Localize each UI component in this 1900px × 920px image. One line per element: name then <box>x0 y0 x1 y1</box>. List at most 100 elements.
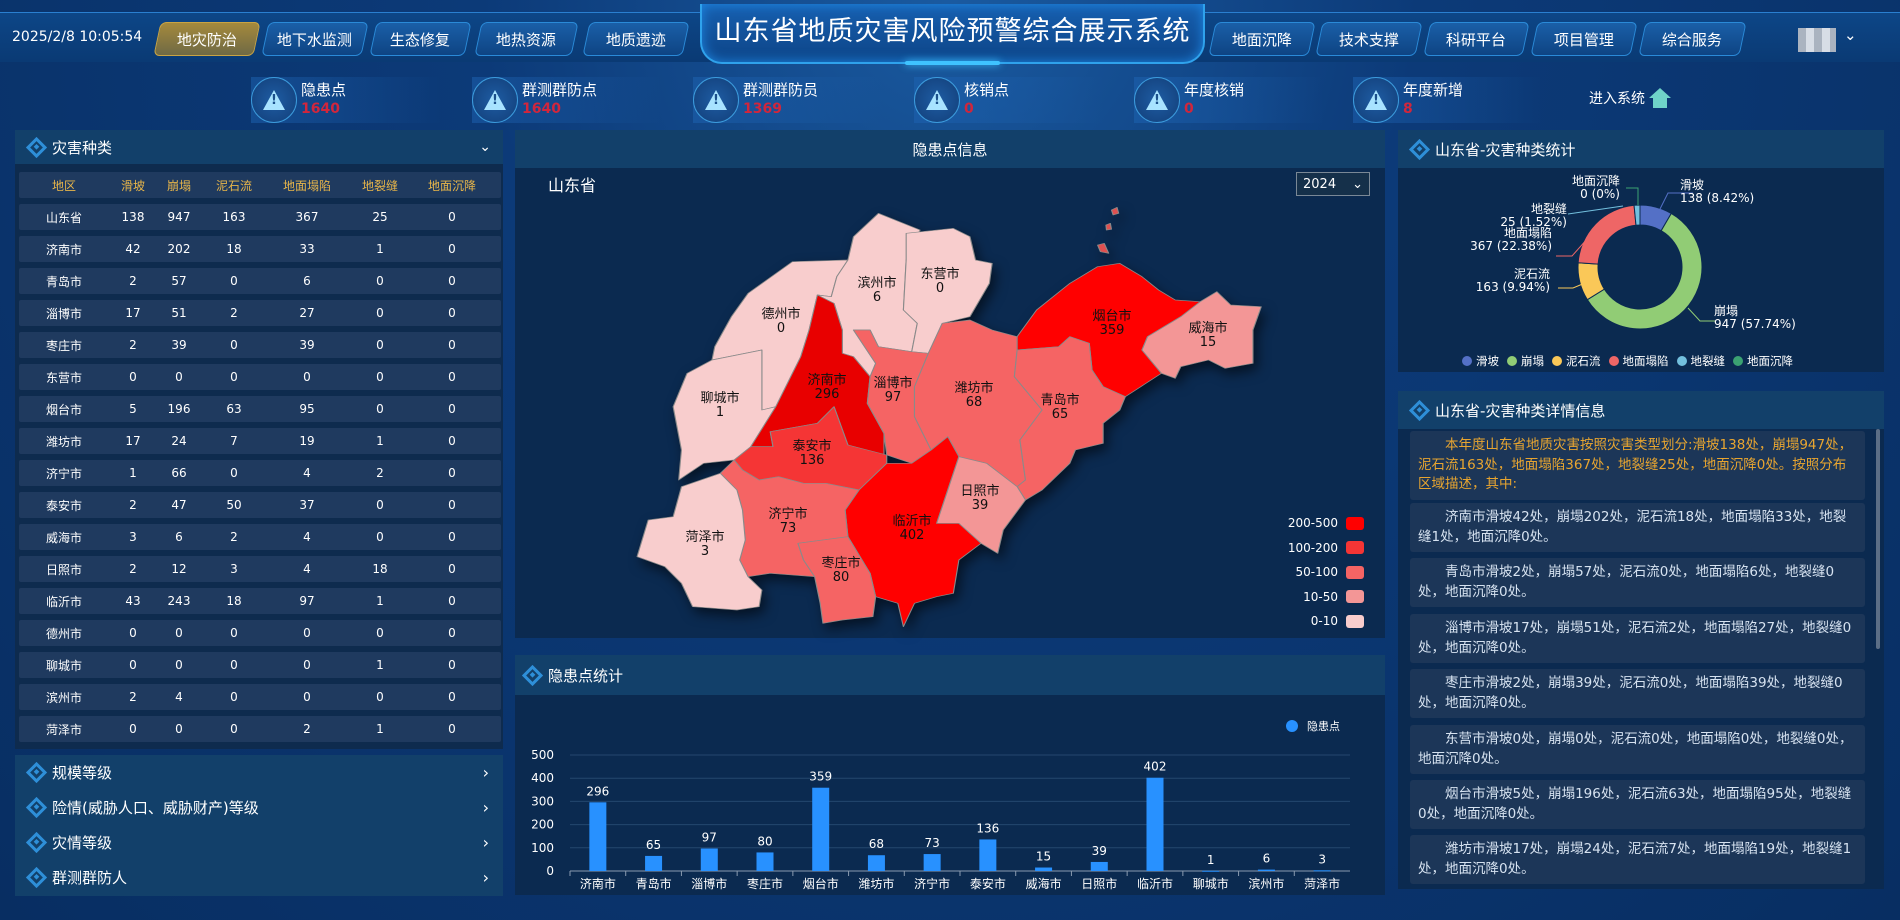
table-row[interactable]: 菏泽市 0 0 0 2 1 0 <box>19 716 501 742</box>
table-cell: 0 <box>448 498 456 512</box>
accordion-danger-level[interactable]: 险情(威胁人口、威胁财产)等级 › <box>15 790 503 825</box>
stat-annual-new: 年度新增 8 <box>1353 77 1543 123</box>
stat-monitor-points: 群测群防点 1640 <box>472 77 662 123</box>
table-row[interactable]: 东营市 0 0 0 0 0 0 <box>19 364 501 390</box>
table-cell: 0 <box>376 274 384 288</box>
accordion-scale-level[interactable]: 规模等级 › <box>15 755 503 790</box>
disaster-type-header[interactable]: 灾害种类 ⌄ <box>15 130 503 164</box>
stat-label: 隐患点 <box>301 81 347 99</box>
table-cell: 947 <box>167 210 191 224</box>
map-region-weihai[interactable] <box>1141 291 1262 379</box>
pie-legend-item[interactable]: 崩塌 <box>1507 353 1544 369</box>
y-tick-label: 300 <box>531 794 554 808</box>
map-region-qingdao[interactable] <box>1013 336 1126 501</box>
chevron-down-icon[interactable]: ⌄ <box>479 139 491 155</box>
details-scrollbar[interactable] <box>1876 429 1880 649</box>
accordion-label: 灾情等级 <box>52 834 113 852</box>
panel-title: 灾害种类 <box>52 138 113 157</box>
table-row[interactable]: 泰安市 2 47 50 37 0 0 <box>19 492 501 518</box>
table-row[interactable]: 枣庄市 2 39 0 39 0 0 <box>19 332 501 358</box>
pie-legend-item[interactable]: 地面沉降 <box>1733 353 1793 369</box>
map-city-label: 淄博市 97 <box>873 377 912 405</box>
detail-item: 潍坊市滑坡17处，崩塌24处，泥石流7处，地面塌陷19处，地裂缝1处，地面沉降0… <box>1410 835 1865 884</box>
map-legend-item[interactable]: 0-10 <box>1311 614 1364 628</box>
accordion-disaster-level[interactable]: 灾情等级 › <box>15 825 503 860</box>
y-tick-label: 500 <box>531 748 554 762</box>
bar <box>1146 777 1164 871</box>
table-cell: 德州市 <box>45 626 82 641</box>
map-region-dongying[interactable] <box>902 227 993 354</box>
city-value: 3 <box>700 544 710 559</box>
tab-geoheritage[interactable]: 地质遗迹 <box>582 22 690 56</box>
pie-slice[interactable] <box>1586 212 1703 330</box>
map-region-liaocheng[interactable] <box>672 349 777 481</box>
table-cell: 泰安市 <box>45 498 82 513</box>
chevron-down-icon[interactable]: ⌄ <box>1844 26 1857 44</box>
user-avatar[interactable] <box>1798 28 1836 52</box>
table-cell: 5 <box>129 402 137 416</box>
table-row[interactable]: 淄博市 17 51 2 27 0 0 <box>19 300 501 326</box>
tab-projects[interactable]: 项目管理 <box>1530 22 1638 56</box>
legend-marker <box>1608 356 1619 366</box>
table-row[interactable]: 日照市 2 12 3 4 18 0 <box>19 556 501 582</box>
table-row[interactable]: 烟台市 5 196 63 95 0 0 <box>19 396 501 422</box>
table-cell: 39 <box>299 338 315 352</box>
table-cell: 0 <box>376 370 384 384</box>
table-row[interactable]: 济宁市 1 66 0 4 2 0 <box>19 460 501 486</box>
table-cell: 淄博市 <box>45 306 82 321</box>
map-region-heze[interactable] <box>636 473 763 611</box>
bar <box>1202 870 1220 872</box>
tab-subsidence[interactable]: 地面沉降 <box>1208 22 1316 56</box>
table-row[interactable]: 济南市 42 202 18 33 1 0 <box>19 236 501 262</box>
table-row[interactable]: 潍坊市 17 24 7 19 1 0 <box>19 428 501 454</box>
pie-legend-item[interactable]: 泥石流 <box>1552 353 1601 369</box>
map-city-label: 枣庄市 80 <box>821 557 860 585</box>
map-legend-item[interactable]: 10-50 <box>1303 590 1364 604</box>
table-cell: 43 <box>125 594 141 608</box>
pie-label-ground-fissure: 地裂缝 25 (1.52%) <box>1500 203 1567 229</box>
tab-tech-support[interactable]: 技术支撑 <box>1315 22 1423 56</box>
table-row[interactable]: 聊城市 0 0 0 0 1 0 <box>19 652 501 678</box>
city-name: 滨州市 <box>857 276 897 291</box>
table-cell: 2 <box>129 690 137 704</box>
table-row[interactable]: 滨州市 2 4 0 0 0 0 <box>19 684 501 710</box>
enter-system-button[interactable]: 进入系统 <box>1589 88 1671 108</box>
table-cell: 0 <box>448 466 456 480</box>
table-cell: 威海市 <box>45 530 82 545</box>
diamond-icon <box>25 761 48 784</box>
pie-slice[interactable] <box>1577 204 1637 265</box>
table-cell: 济宁市 <box>45 466 82 481</box>
table-cell: 滨州市 <box>45 690 82 705</box>
tab-geothermal[interactable]: 地热资源 <box>474 22 579 56</box>
accordion-monitor-people[interactable]: 群测群防人 › <box>15 860 503 895</box>
city-name: 临沂市 <box>892 514 932 529</box>
map-legend-item[interactable]: 50-100 <box>1295 565 1364 579</box>
map-region-zaozhuang[interactable] <box>797 536 877 624</box>
table-cell: 聊城市 <box>45 658 82 673</box>
year-select[interactable]: 2024 ⌄ <box>1296 172 1370 196</box>
table-row[interactable]: 德州市 0 0 0 0 0 0 <box>19 620 501 646</box>
table-row[interactable]: 威海市 3 6 2 4 0 0 <box>19 524 501 550</box>
tab-groundwater[interactable]: 地下水监测 <box>261 22 369 56</box>
map-legend-item[interactable]: 200-500 <box>1288 516 1364 530</box>
tab-research[interactable]: 科研平台 <box>1423 22 1530 56</box>
warning-icon <box>472 77 518 123</box>
tab-services[interactable]: 综合服务 <box>1638 22 1747 56</box>
pie-legend-item[interactable]: 地面塌陷 <box>1608 353 1669 369</box>
tab-label: 地质遗迹 <box>605 30 666 49</box>
table-row[interactable]: 青岛市 2 57 0 6 0 0 <box>19 268 501 294</box>
table-cell: 25 <box>372 210 388 224</box>
map-region-rizhao[interactable] <box>936 456 1027 554</box>
map-legend-item[interactable]: 100-200 <box>1288 541 1364 555</box>
table-row[interactable]: 临沂市 43 243 18 97 1 0 <box>19 588 501 614</box>
table-row[interactable]: 山东省 138 947 163 367 25 0 <box>19 204 501 230</box>
city-name: 菏泽市 <box>685 530 725 545</box>
tab-ecology[interactable]: 生态修复 <box>369 22 472 56</box>
stat-value: 0 <box>1184 101 1194 117</box>
pie-legend-item[interactable]: 滑坡 <box>1462 353 1499 369</box>
pie-slice[interactable] <box>1633 204 1641 226</box>
x-tick-label: 济南市 <box>580 876 616 891</box>
warning-icon <box>1134 77 1180 123</box>
tab-disaster-prevention[interactable]: 地灾防治 <box>153 22 261 56</box>
pie-legend-item[interactable]: 地裂缝 <box>1676 353 1725 369</box>
